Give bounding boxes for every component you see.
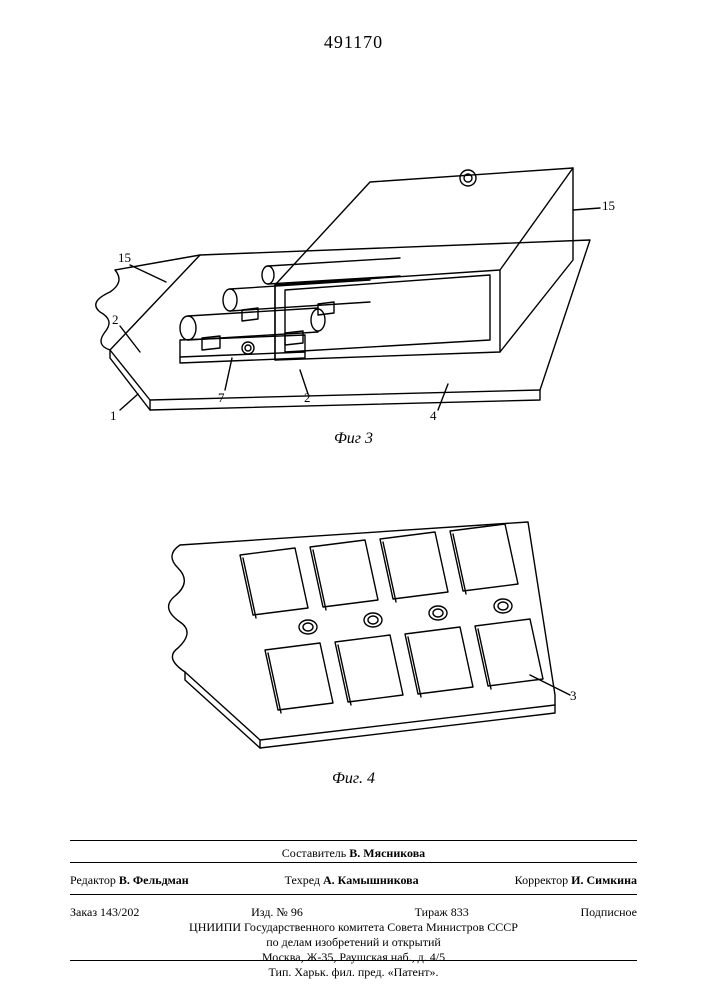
fig3-ref-2a: 2 <box>112 312 119 328</box>
imprint-line-1: ЦНИИПИ Государственного комитета Совета … <box>70 920 637 935</box>
techred: Техред А. Камышникова <box>285 873 419 888</box>
compiler-label: Составитель <box>282 846 346 860</box>
imprint-line-2: по делам изобретений и открытий <box>70 935 637 950</box>
imprint-line-3: Москва, Ж-35, Раушская наб., д. 4/5 <box>70 950 637 965</box>
figure-4-caption: Фиг. 4 <box>0 770 707 788</box>
fig3-ref-4: 4 <box>430 408 437 424</box>
staff-line: Редактор В. Фельдман Техред А. Камышнико… <box>70 873 637 888</box>
figure-4-svg <box>130 500 590 760</box>
order-line: Заказ 143/202 Изд. № 96 Тираж 833 Подпис… <box>70 905 637 920</box>
rule-line <box>70 840 637 841</box>
fig3-ref-15a: 15 <box>602 198 615 214</box>
patent-page: 491170 <box>0 0 707 1000</box>
compiler-name: В. Мясникова <box>349 846 425 860</box>
rule-line <box>70 862 637 863</box>
corrector: Корректор И. Симкина <box>515 873 637 888</box>
rule-line <box>70 894 637 895</box>
fig3-ref-1: 1 <box>110 408 117 424</box>
fig3-ref-15b: 15 <box>118 250 131 266</box>
figure-4: 3 <box>130 500 590 760</box>
podpisnoe: Подписное <box>580 905 637 920</box>
figure-3-svg <box>70 90 610 430</box>
fig3-ref-2b: 2 <box>304 390 311 406</box>
rule-line <box>70 960 637 961</box>
patent-number: 491170 <box>0 32 707 53</box>
printer-line: Тип. Харьк. фил. пред. «Патент». <box>70 965 637 980</box>
issue-number: Изд. № 96 <box>251 905 303 920</box>
publisher-imprint: ЦНИИПИ Государственного комитета Совета … <box>70 920 637 965</box>
figure-3: 15 15 2 2 1 7 4 <box>70 90 610 430</box>
compiler-line: Составитель В. Мясникова <box>70 846 637 861</box>
order-number: Заказ 143/202 <box>70 905 139 920</box>
editor: Редактор В. Фельдман <box>70 873 189 888</box>
fig4-ref-3: 3 <box>570 688 577 704</box>
figure-3-caption: Фиг 3 <box>0 430 707 448</box>
fig3-ref-7: 7 <box>218 390 225 406</box>
tirazh: Тираж 833 <box>415 905 469 920</box>
